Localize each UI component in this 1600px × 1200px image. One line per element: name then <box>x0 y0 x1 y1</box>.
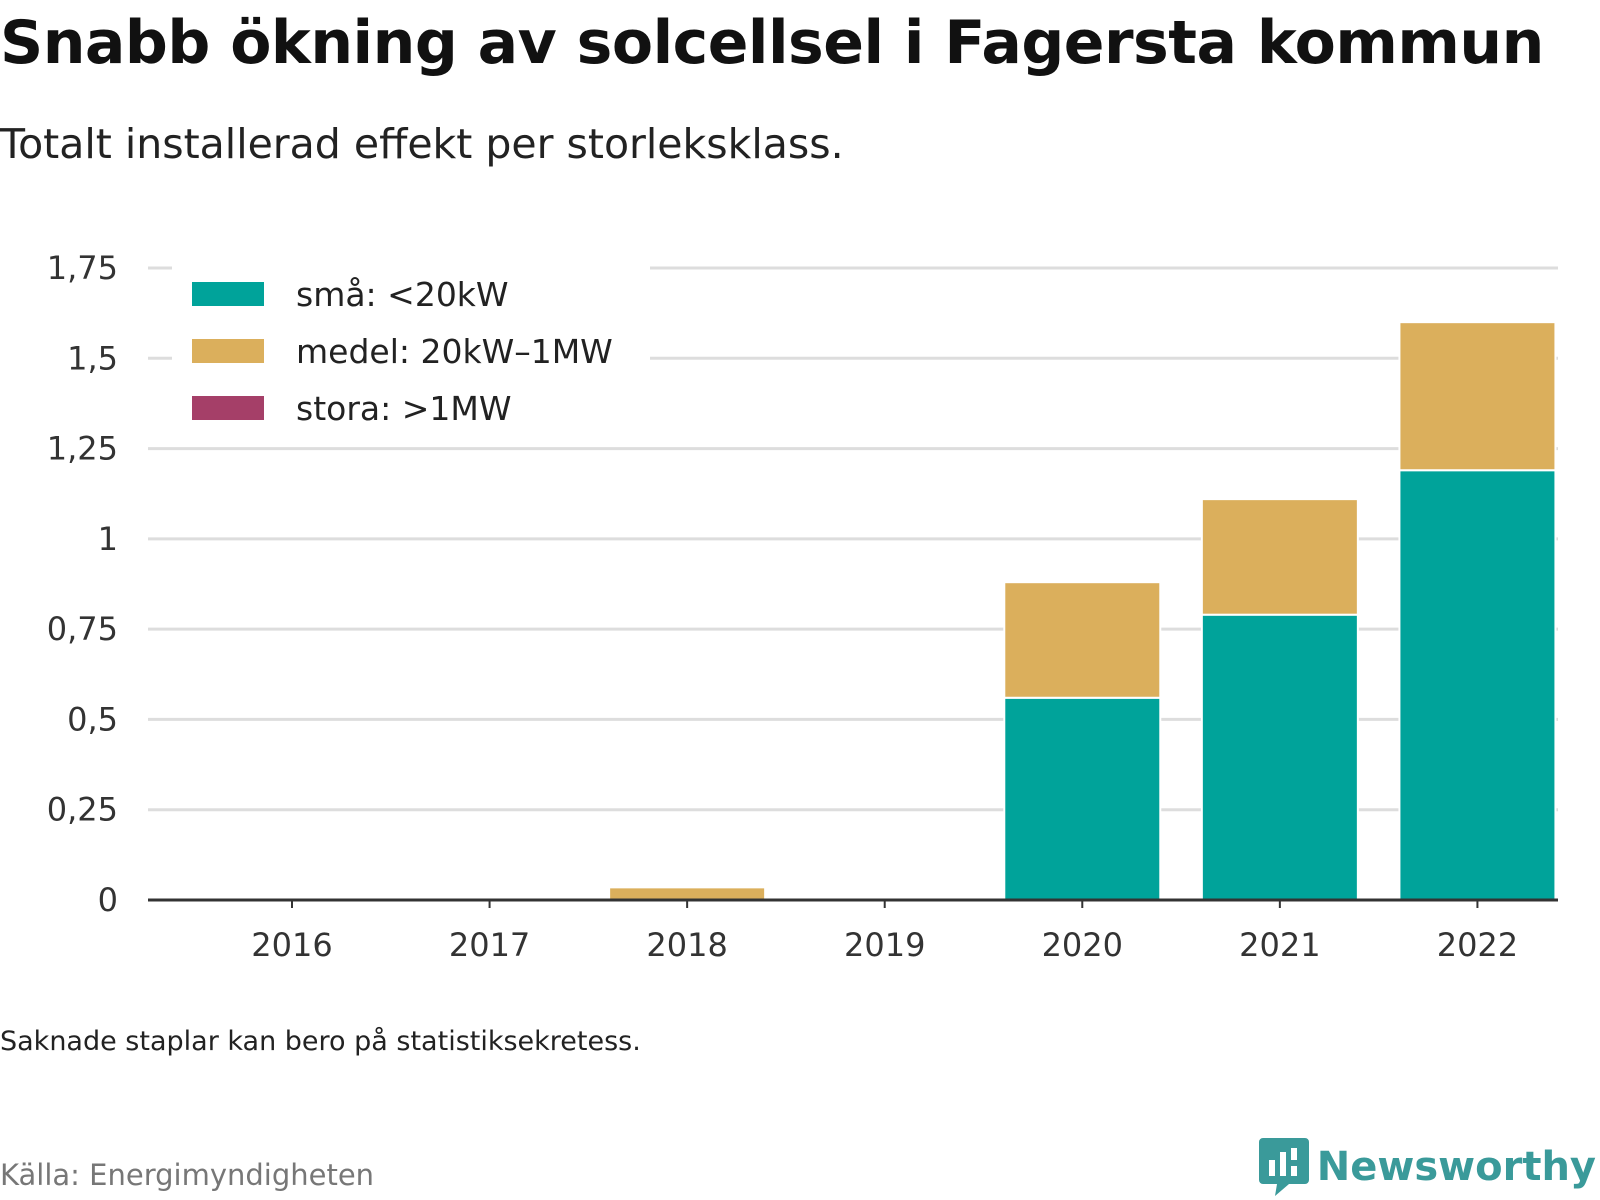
y-tick-label: 0 <box>98 881 118 919</box>
bar-segment <box>1398 321 1557 472</box>
footnote: Saknade staplar kan bero på statistiksek… <box>0 1026 641 1057</box>
x-tick-label: 2019 <box>844 926 925 964</box>
bars <box>608 321 1557 902</box>
x-tick-label: 2020 <box>1042 926 1123 964</box>
brand-logo[interactable]: Newsworthy <box>1258 1138 1596 1196</box>
x-tick-label: 2022 <box>1437 926 1518 964</box>
legend-swatch <box>192 396 264 420</box>
y-tick-label: 0,25 <box>47 791 118 829</box>
x-tick-label: 2016 <box>251 926 332 964</box>
y-tick-label: 1,5 <box>67 339 118 377</box>
legend-label: medel: 20kW–1MW <box>296 332 613 371</box>
y-tick-label: 0,75 <box>47 610 118 648</box>
y-tick-label: 1 <box>98 520 118 558</box>
bar-segment <box>1398 469 1557 902</box>
bar-segment <box>1200 498 1359 616</box>
y-tick-label: 1,75 <box>47 249 118 287</box>
legend-swatch <box>192 282 264 306</box>
legend-label: små: <20kW <box>296 275 509 314</box>
x-tick-label: 2021 <box>1239 926 1320 964</box>
bar-segment <box>1003 581 1162 699</box>
y-tick-label: 0,5 <box>67 700 118 738</box>
chart-title: Snabb ökning av solcellsel i Fagersta ko… <box>0 8 1544 78</box>
bar-segment <box>1003 696 1162 902</box>
legend: små: <20kW medel: 20kW–1MW stora: >1MW <box>172 264 650 444</box>
newsworthy-logo-icon <box>1258 1138 1309 1196</box>
bar-segment <box>608 886 767 901</box>
chart-subtitle: Totalt installerad effekt per storlekskl… <box>0 120 844 168</box>
stacked-bar-chart: 0 0,25 0,5 0,75 1 1,25 1,5 1,75 2016 2017 2018 2019… <box>47 249 1558 964</box>
x-tick-label: 2017 <box>449 926 530 964</box>
y-tick-label: 1,25 <box>47 430 118 468</box>
legend-label: stora: >1MW <box>296 389 511 428</box>
axes: 0 0,25 0,5 0,75 1 1,25 1,5 1,75 2016 2017 2018 2019… <box>47 249 1558 964</box>
source-credit: Källa: Energimyndigheten <box>0 1158 375 1192</box>
bar-segment <box>1200 613 1359 901</box>
brand-name: Newsworthy <box>1316 1144 1596 1190</box>
legend-swatch <box>192 339 264 363</box>
x-tick-label: 2018 <box>646 926 727 964</box>
